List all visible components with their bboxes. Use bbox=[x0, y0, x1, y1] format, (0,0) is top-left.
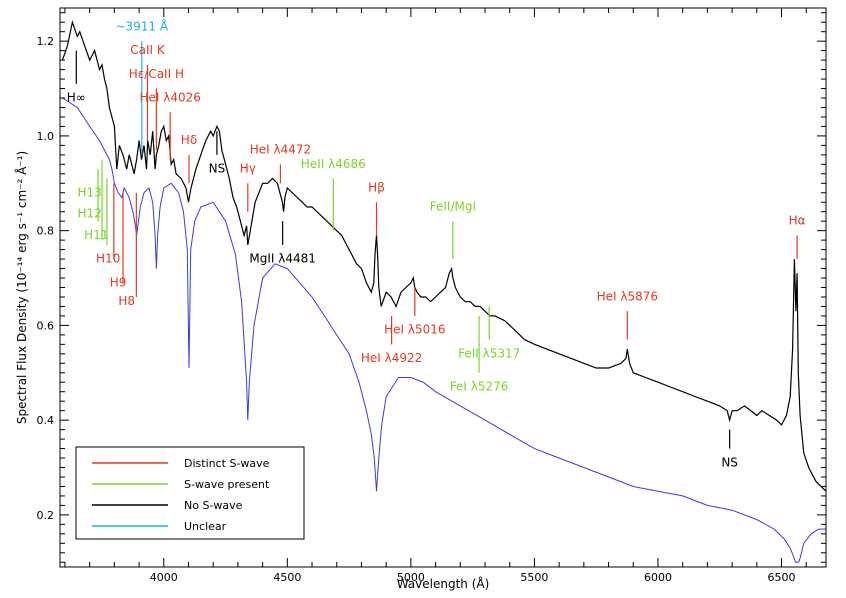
line-label: HeI λ4922 bbox=[361, 351, 422, 365]
line-label: CaII K bbox=[130, 43, 166, 57]
ladder-label: H12 bbox=[78, 207, 102, 221]
line-label: Hα bbox=[789, 214, 806, 228]
observed-spectrum-line bbox=[61, 19, 826, 492]
legend-label: S-wave present bbox=[184, 478, 270, 491]
legend: Distinct S-wave S-wave present No S-wave Un… bbox=[75, 446, 305, 540]
line-label: FeI λ5276 bbox=[450, 379, 509, 393]
ladder-label: H8 bbox=[118, 294, 135, 308]
line-label: HeI λ4472 bbox=[250, 143, 311, 157]
y-tick-label: 0.4 bbox=[37, 414, 55, 427]
legend-label: Distinct S-wave bbox=[184, 457, 270, 470]
line-label: HeI λ5876 bbox=[597, 289, 658, 303]
legend-label: No S-wave bbox=[184, 499, 243, 512]
y-tick-label: 1.2 bbox=[37, 35, 55, 48]
line-label: Hγ bbox=[240, 162, 256, 176]
ladder-label: H10 bbox=[96, 252, 120, 266]
line-label: ~3911 Å bbox=[115, 18, 168, 33]
y-tick-label: 0.8 bbox=[37, 225, 55, 238]
ladder-label: H13 bbox=[78, 185, 102, 199]
y-tick-label: 0.2 bbox=[37, 509, 55, 522]
legend-label: Unclear bbox=[184, 520, 227, 533]
line-label: FeII/MgI bbox=[430, 199, 476, 213]
line-label: HeI λ5016 bbox=[384, 323, 445, 337]
x-tick-label: 5500 bbox=[520, 571, 548, 584]
line-label: MgII λ4481 bbox=[249, 252, 316, 266]
axes: 4000 4500 5000 5500 6000 6500 0.2 0.4 0.6 0.8 1.0 1… bbox=[37, 7, 827, 584]
line-label: HeII λ4686 bbox=[301, 157, 366, 171]
x-tick-label: 6000 bbox=[644, 571, 672, 584]
x-tick-label: 5000 bbox=[397, 571, 425, 584]
x-axis-title: Wavelength (Å) bbox=[397, 576, 490, 591]
ladder-label: H9 bbox=[110, 275, 127, 289]
line-label: FeII λ5317 bbox=[458, 346, 520, 360]
plot-area: H∞ ~3911 Å CaII K Hε/CaII H HeI λ4026 Hδ NS Hγ H… bbox=[61, 18, 826, 563]
x-tick-label: 4000 bbox=[150, 571, 178, 584]
y-axis-title: Spectral Flux Density (10⁻¹⁴ erg s⁻¹ cm⁻… bbox=[14, 151, 29, 424]
line-label: Hδ bbox=[181, 133, 197, 147]
y-tick-label: 0.6 bbox=[37, 319, 55, 332]
x-tick-label: 6500 bbox=[768, 571, 796, 584]
line-label: NS bbox=[209, 162, 226, 176]
y-tick-label: 1.0 bbox=[37, 130, 55, 143]
x-tick-label: 4500 bbox=[273, 571, 301, 584]
ladder-label: H11 bbox=[84, 228, 108, 242]
line-label: Hβ bbox=[368, 181, 385, 195]
line-label: NS bbox=[721, 455, 738, 469]
line-label: Hε/CaII H bbox=[129, 67, 184, 81]
line-label: HeI λ4026 bbox=[140, 91, 201, 105]
line-label: H∞ bbox=[67, 91, 86, 105]
